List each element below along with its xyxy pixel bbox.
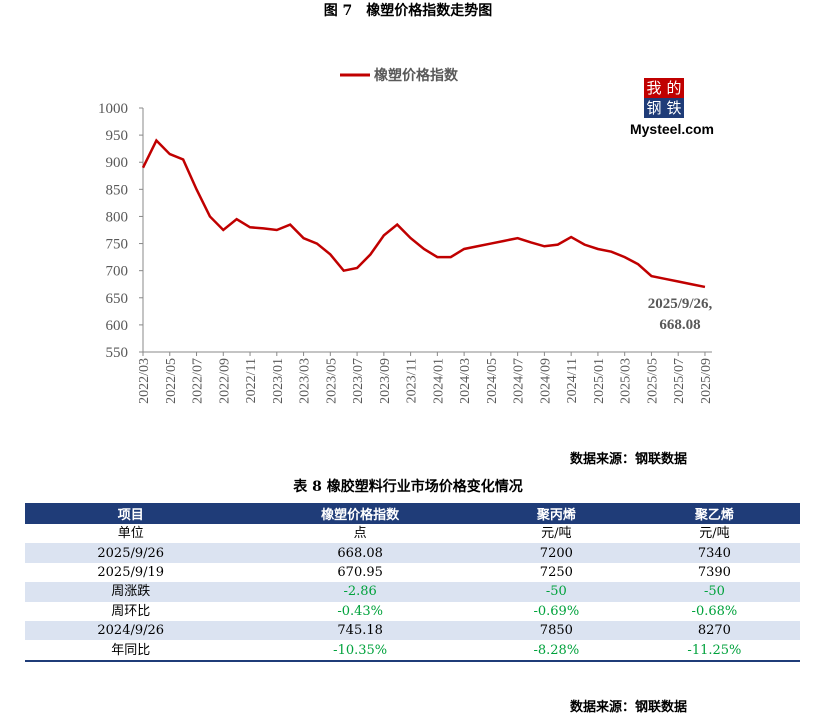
y-tick-label: 950 [106, 128, 129, 144]
table-cell: -11.25% [687, 642, 742, 658]
source: 数据来源：钢联数据 [570, 700, 688, 715]
table-cell: 2025/9/19 [97, 564, 165, 580]
table-cell: 周涨跌 [25, 582, 237, 602]
table-cell: 7250 [539, 564, 573, 580]
table-row: 周涨跌 -2.86 -50 -50 [25, 582, 800, 602]
x-tick-label: 2023/01 [271, 358, 286, 404]
x-tick-label: 2025/07 [672, 358, 687, 404]
annotation: 2025/9/26, [648, 296, 713, 312]
table-cell: 元/吨 [699, 526, 730, 542]
table-cell: -8.28% [533, 642, 580, 658]
table-cell: 7390 [697, 564, 731, 580]
logo-box [644, 78, 664, 98]
x-tick-label: 2024/09 [538, 358, 553, 404]
header-cell: 橡塑价格指数 [236, 503, 484, 524]
legend-label: 橡塑价格指数 [374, 67, 459, 84]
y-tick-label: 600 [106, 318, 129, 334]
logo-box [664, 78, 684, 98]
table-cell: 7200 [483, 543, 629, 563]
logo: 我 的 钢 铁 Mysteel.com [630, 78, 714, 137]
x-tick-label: 2024/11 [565, 358, 580, 403]
chart: 我 的 钢 铁 Mysteel.com 550 600 650 700 750 800 85… [98, 67, 714, 404]
table-cell: 2025/9/26 [25, 543, 237, 563]
table-cell: 670.95 [337, 564, 383, 580]
table-cell: -50 [628, 582, 800, 602]
table-cell: 7850 [483, 620, 629, 641]
y-tick-label: 700 [106, 264, 129, 280]
data-line [141, 138, 706, 289]
logo-char: 钢 [646, 100, 661, 117]
table-cell: 年同比 [111, 642, 151, 658]
x-tick-label: 2023/07 [351, 358, 366, 404]
y-tick-label: 1000 [98, 101, 128, 117]
table-cell: 668.08 [236, 543, 484, 563]
table-cell: 745.18 [236, 620, 484, 641]
x-tick-label: 2025/01 [592, 358, 607, 404]
table-cell: 单位 [117, 526, 144, 542]
x-tick-label: 2025/05 [645, 358, 660, 404]
table-cell: 周环比 [111, 603, 151, 619]
table-row: 2024/9/26 745.18 7850 8270 [25, 620, 800, 641]
annotation: 668.08 [659, 317, 700, 333]
x-tick-label: 2025/09 [699, 358, 714, 404]
table-cell: -0.43% [337, 603, 384, 619]
x-tick-label: 2025/03 [619, 358, 634, 404]
logo-text: Mysteel.com [630, 121, 714, 137]
x-tick-label: 2024/03 [458, 358, 473, 404]
x-tick-label: 2022/07 [191, 358, 206, 404]
x-tick-label: 2023/03 [298, 358, 313, 404]
logo-box [664, 98, 684, 118]
table-title: 表 8 橡胶塑料行业市场价格变化情况 [293, 479, 523, 495]
table-row: 单位 点 元/吨 元/吨 [25, 524, 800, 543]
x-tick-label: 2022/09 [217, 358, 232, 404]
y-tick-label: 850 [106, 182, 129, 198]
y-tick-label: 550 [106, 345, 129, 361]
table-row: 年同比 -10.35% -8.28% -11.25% [25, 640, 800, 660]
y-tick-label: 900 [106, 155, 129, 171]
logo-char: 铁 [666, 100, 681, 117]
y-tick-label: 800 [106, 209, 129, 225]
table-cell: 点 [353, 526, 367, 542]
table-row: 2025/9/19 670.95 7250 7390 [25, 563, 800, 582]
x-tick-label: 2023/09 [378, 358, 393, 404]
logo-char: 的 [666, 80, 681, 97]
x-tick-label: 2024/07 [512, 358, 527, 404]
x-tick-label: 2022/03 [137, 358, 152, 404]
logo-char: 我 [646, 80, 661, 97]
header-cell: 项目 [25, 503, 237, 524]
header-cell: 聚乙烯 [628, 503, 800, 524]
table-cell: 8270 [628, 620, 800, 641]
logo-box [644, 98, 664, 118]
x-tick-label: 2024/05 [485, 358, 500, 404]
table-cell: 7340 [628, 543, 800, 563]
y-tick-label: 650 [106, 291, 129, 307]
x-tick-label: 2022/11 [244, 358, 259, 403]
figure-title: 图 7 橡塑价格指数走势图 [323, 3, 493, 19]
table-row: 2025/9/26 668.08 7200 7340 [25, 543, 800, 563]
table-cell: -0.69% [533, 603, 580, 619]
source: 数据来源：钢联数据 [570, 452, 688, 467]
header-cell: 聚丙烯 [483, 503, 629, 524]
table-cell: -50 [483, 582, 629, 602]
table-cell: 元/吨 [541, 526, 572, 542]
table-cell: 2024/9/26 [25, 620, 237, 641]
table-cell: -2.86 [236, 582, 484, 602]
table-row: 周环比 -0.43% -0.69% -0.68% [25, 602, 800, 621]
x-tick-label: 2023/05 [324, 358, 339, 404]
table-cell: -0.68% [691, 603, 738, 619]
price-table: 项目 橡塑价格指数 聚丙烯 聚乙烯 单位点元/吨 元/吨 2025/9/26 668.08 72… [25, 503, 800, 662]
y-tick-label: 750 [106, 237, 129, 253]
x-tick-label: 2023/11 [405, 358, 420, 403]
table-cell: -10.35% [333, 642, 388, 658]
x-tick-label: 2024/01 [431, 358, 446, 404]
x-tick-label: 2022/05 [164, 358, 179, 404]
